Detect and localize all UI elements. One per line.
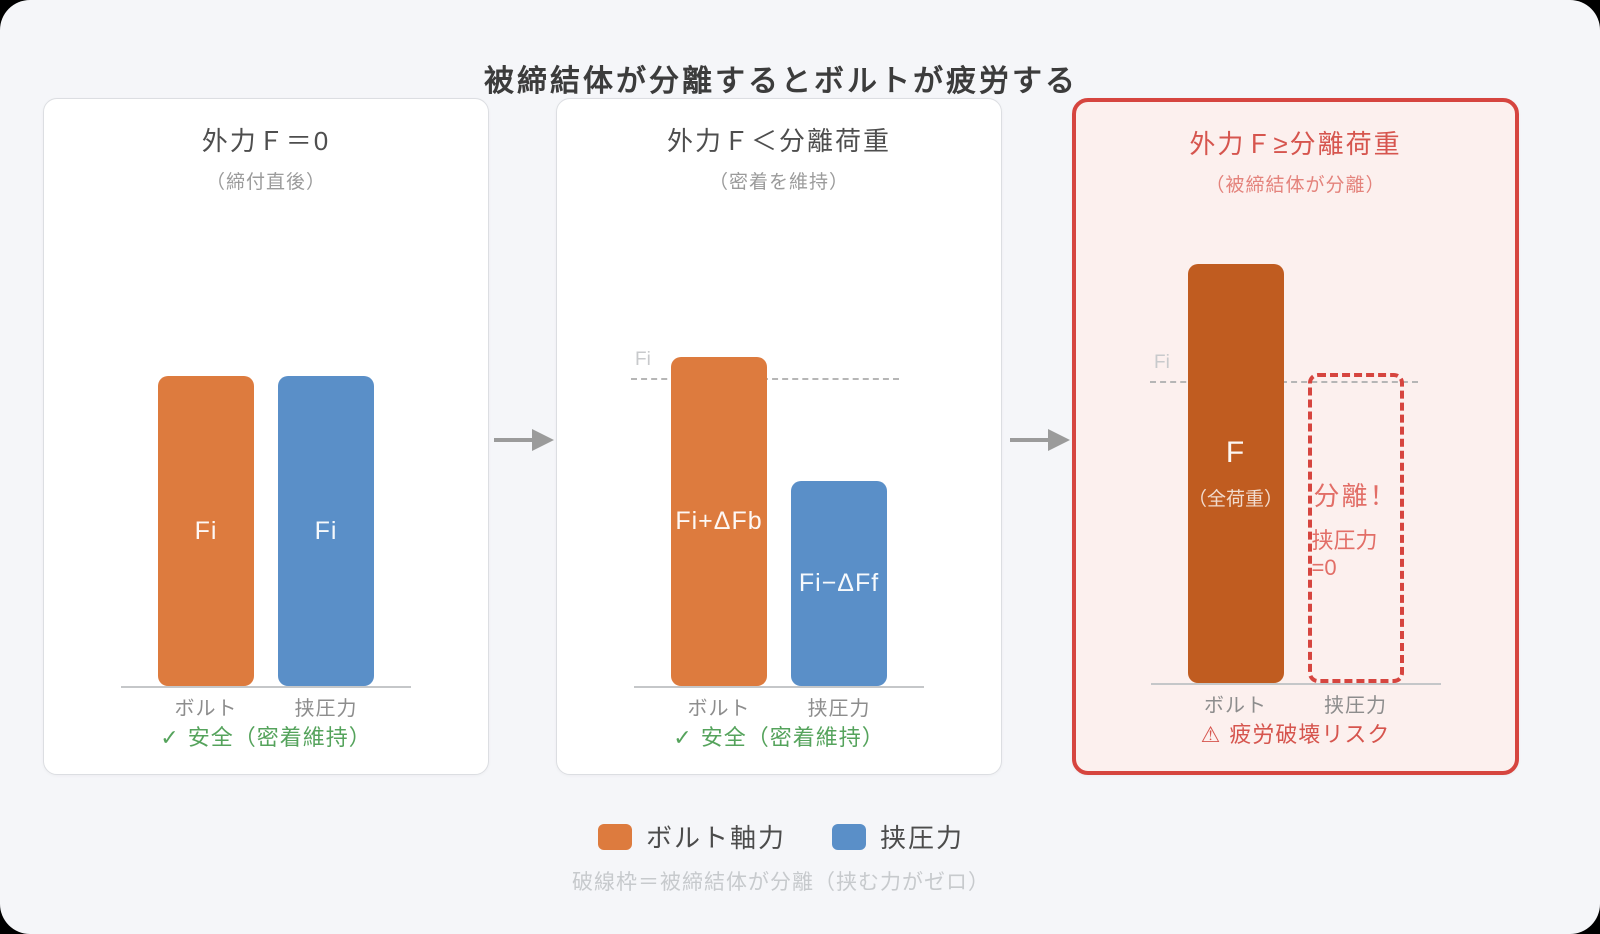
axis-baseline	[121, 686, 411, 688]
category-label-clamp: 挟圧力	[807, 698, 871, 720]
panel-1-chart: Fi Fi ボルト 挟圧力	[44, 99, 488, 774]
category-labels: ボルト 挟圧力	[1076, 689, 1515, 718]
panel-1-subheader: （締付直後）	[205, 172, 326, 193]
panel-3-bars: F （全荷重） 分離！ 挟圧力=0	[1076, 264, 1515, 683]
bar-value-label: Fi+ΔFb	[675, 507, 763, 535]
legend-item-bolt-axial-force: ボルト軸力	[597, 818, 786, 855]
legend-label: ボルト軸力	[645, 823, 786, 853]
bolt-axial-force-bar: Fi	[158, 376, 254, 686]
separated-clamp-frame: 分離！ 挟圧力=0	[1307, 373, 1404, 683]
bar-value-label: F	[1225, 436, 1246, 469]
panel-2-chart: Fi Fi+ΔFb Fi−ΔFf ボルト 挟圧力	[557, 99, 1001, 774]
panel-2-bars: Fi+ΔFb Fi−ΔFf	[557, 357, 1001, 686]
legend: ボルト軸力 挟圧力	[0, 818, 1562, 855]
bar-value-label: Fi	[194, 516, 218, 545]
page-title: 被締結体が分離するとボルトが疲労する	[484, 65, 1078, 99]
axis-baseline	[634, 686, 924, 688]
panel-force-at-separation: 外力Ｆ≥分離荷重 （被締結体が分離） Fi F （全荷重） 分離！ 挟圧力=0	[1072, 98, 1519, 775]
legend-swatch-blue	[832, 823, 866, 850]
category-label-bolt: ボルト	[687, 698, 751, 720]
panel-2-status: ✓ 安全（密着維持）	[557, 720, 1001, 752]
panel-1-status: ✓ 安全（密着維持）	[44, 720, 488, 752]
bolt-full-load-bar: F （全荷重）	[1187, 264, 1284, 683]
clamping-force-bar: Fi−ΔFf	[791, 481, 887, 686]
bolt-axial-force-bar: Fi+ΔFb	[671, 357, 767, 686]
status-text: 安全（密着維持）	[187, 725, 372, 750]
category-label-clamp: 挟圧力	[1324, 695, 1387, 717]
panel-2-header: 外力Ｆ＜分離荷重	[666, 126, 891, 156]
legend-item-clamping-force: 挟圧力	[832, 818, 964, 855]
panel-1-bars: Fi Fi	[44, 376, 488, 686]
arrow-right-icon	[1010, 429, 1070, 451]
panel-3-header: 外力Ｆ≥分離荷重	[1189, 129, 1402, 159]
axis-baseline	[1150, 683, 1441, 685]
warning-icon: ⚠	[1200, 722, 1222, 747]
category-label-bolt: ボルト	[174, 698, 238, 720]
panel-external-force-zero: 外力Ｆ＝0 （締付直後） Fi Fi ボルト 挟圧力 ✓ 安全（密	[43, 98, 489, 775]
separation-label: 分離！	[1313, 480, 1398, 511]
bar-value-label: Fi−ΔFf	[798, 569, 880, 597]
panel-2-subheader: （密着を維持）	[708, 172, 849, 193]
legend-label: 挟圧力	[880, 823, 965, 853]
arrow-right-icon	[494, 429, 554, 451]
clamp-zero-label: 挟圧力=0	[1311, 527, 1378, 580]
preload-reference-label: Fi	[635, 349, 651, 370]
panel-3-chart: Fi F （全荷重） 分離！ 挟圧力=0 ボルト 挟圧力	[1076, 102, 1515, 771]
panel-3-status: ⚠ 疲労破壊リスク	[1076, 717, 1515, 749]
legend-note: 破線枠＝被締結体が分離（挟む力がゼロ）	[572, 871, 990, 894]
status-text: 疲労破壊リスク	[1229, 722, 1391, 747]
panel-1-header: 外力Ｆ＝0	[201, 126, 331, 156]
status-text: 安全（密着維持）	[700, 725, 885, 750]
category-label-clamp: 挟圧力	[294, 698, 358, 720]
panel-force-below-separation: 外力Ｆ＜分離荷重 （密着を維持） Fi Fi+ΔFb Fi−ΔFf ボルト 挟圧…	[556, 98, 1002, 775]
preload-reference-line	[1150, 381, 1418, 383]
diagram-content: 被締結体が分離するとボルトが疲労する 外力Ｆ＝0 （締付直後） Fi Fi ボル…	[0, 65, 1562, 894]
category-label-bolt: ボルト	[1204, 695, 1267, 717]
check-icon: ✓	[673, 725, 693, 750]
bar-value-label: Fi	[314, 516, 338, 545]
legend-swatch-orange	[597, 823, 632, 850]
category-labels: ボルト 挟圧力	[44, 692, 488, 721]
preload-reference-label: Fi	[1154, 352, 1170, 373]
category-labels: ボルト 挟圧力	[557, 692, 1001, 721]
bar-sub-label: （全荷重）	[1187, 489, 1283, 510]
clamping-force-bar: Fi	[278, 376, 374, 686]
check-icon: ✓	[160, 725, 180, 750]
panel-3-subheader: （被締結体が分離）	[1205, 175, 1386, 196]
